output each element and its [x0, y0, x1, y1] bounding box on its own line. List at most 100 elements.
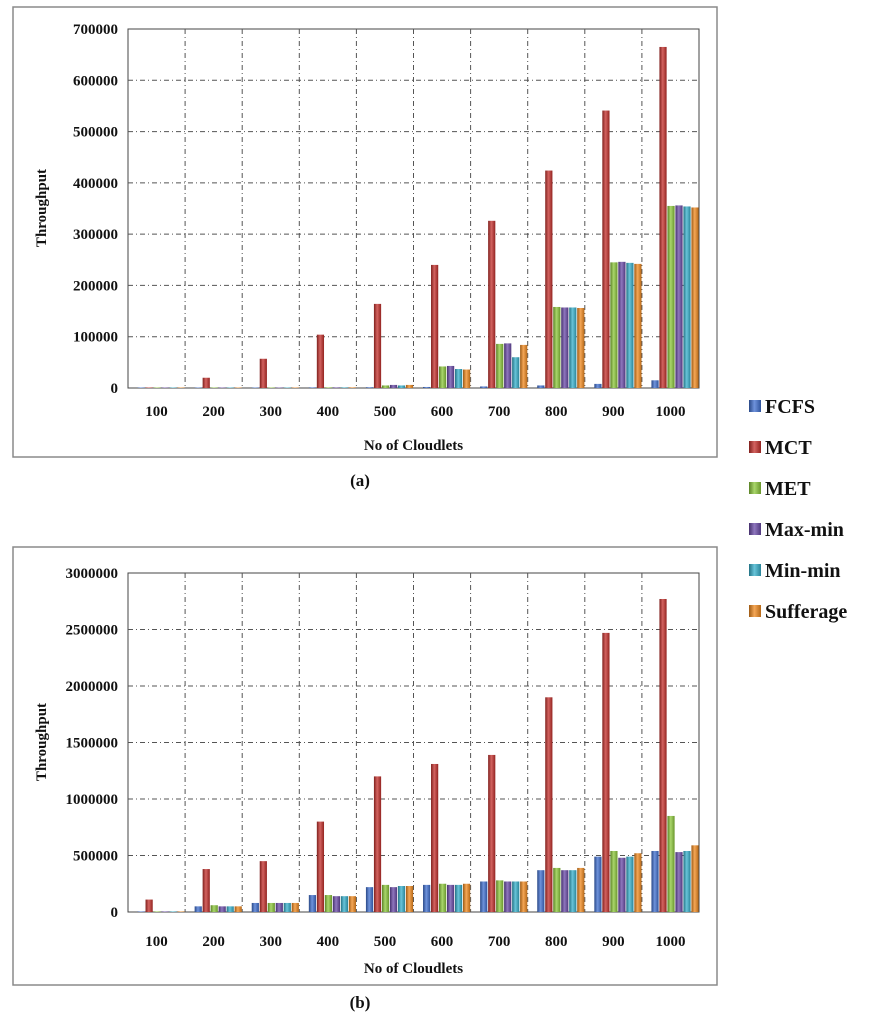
bar-max-min [618, 261, 626, 388]
bar-min-min [683, 206, 691, 388]
bar-mct [545, 697, 553, 912]
bar-sufferage [634, 263, 642, 388]
bar-sufferage [348, 387, 356, 388]
bar-max-min [332, 387, 341, 388]
bar-met [610, 850, 618, 912]
bar-fcfs [194, 906, 202, 912]
bar-min-min [283, 387, 291, 388]
y-tick-label: 2000000 [66, 679, 119, 695]
bar-max-min [447, 884, 455, 912]
bar-mct [602, 632, 610, 912]
x-tick-label: 300 [260, 404, 283, 420]
chart-a-throughput: 0 100000 200000 300000 400000 500000 600000 700… [12, 6, 718, 490]
bar-fcfs [137, 911, 145, 912]
bar-min-min [397, 886, 406, 912]
bar-fcfs [308, 895, 317, 912]
chart-b-throughput: 0 500000 1000000 1500000 2000000 2500000 30000… [12, 546, 718, 1012]
x-tick-label: 100 [145, 934, 168, 950]
bar-mct [488, 754, 496, 912]
bar-met [667, 205, 675, 388]
bar-fcfs [251, 387, 259, 388]
y-tick-label: 200000 [73, 278, 118, 294]
y-tick-label: 600000 [73, 73, 118, 89]
x-tick-label: 600 [431, 934, 454, 950]
y-axis-title: Throughput [34, 169, 50, 247]
bar-mct [431, 264, 439, 388]
bar-min-min [169, 387, 177, 388]
bar-met [610, 262, 618, 388]
bar-min-min [512, 881, 520, 912]
bar-mct [259, 358, 267, 388]
bar-fcfs [651, 380, 659, 388]
bar-met [153, 387, 161, 388]
bar-sufferage [577, 867, 585, 912]
bar-max-min [275, 387, 283, 388]
bar-met [439, 366, 447, 388]
x-tick-label: 1000 [655, 404, 685, 420]
bar-met [267, 387, 275, 388]
legend-swatch [749, 605, 761, 617]
legend-swatch [749, 564, 761, 576]
legend-swatch [749, 482, 761, 494]
bar-met [210, 905, 218, 912]
bar-met [267, 902, 275, 912]
bar-fcfs [537, 385, 545, 388]
bar-min-min [569, 870, 577, 912]
legend-label: FCFS [765, 396, 815, 418]
bar-met [324, 895, 333, 912]
bar-sufferage [177, 387, 185, 388]
bar-sufferage [520, 881, 528, 912]
bar-sufferage [463, 883, 471, 912]
bar-max-min [161, 387, 169, 388]
bar-met [324, 387, 333, 388]
bar-mct [259, 861, 267, 912]
y-tick-label: 500000 [73, 125, 118, 141]
x-tick-label: 400 [317, 934, 340, 950]
bar-sufferage [634, 853, 642, 912]
bar-sufferage [405, 384, 414, 388]
bar-met [381, 884, 390, 912]
y-tick-label: 300000 [73, 227, 118, 243]
bar-max-min [561, 307, 569, 388]
x-tick-label: 300 [260, 934, 283, 950]
bar-mct [545, 170, 553, 388]
bar-max-min [389, 887, 398, 912]
bar-sufferage [463, 369, 471, 388]
legend: FCFS MCT MET Max-min Min-min Sufferage [749, 396, 847, 623]
chart-frame [12, 6, 718, 458]
bar-met [667, 815, 675, 912]
bar-met [381, 385, 390, 388]
bar-mct [659, 46, 667, 388]
x-tick-label: 400 [317, 404, 340, 420]
bar-sufferage [691, 207, 699, 388]
bar-met [553, 867, 561, 912]
bar-fcfs [365, 887, 374, 912]
y-tick-label: 3000000 [66, 566, 119, 582]
x-tick-label: 800 [545, 404, 568, 420]
bar-mct [659, 598, 667, 912]
x-tick-label: 900 [602, 934, 625, 950]
bar-min-min [455, 369, 463, 388]
bar-max-min [447, 365, 455, 388]
bar-max-min [675, 205, 683, 388]
bar-min-min [169, 911, 177, 912]
bar-sufferage [234, 906, 242, 912]
bar-min-min [226, 906, 234, 912]
legend-swatch [749, 523, 761, 535]
bar-sufferage [234, 387, 242, 388]
bar-min-min [397, 385, 406, 388]
legend-swatch [749, 441, 761, 453]
bar-min-min [226, 387, 234, 388]
y-tick-label: 700000 [73, 22, 118, 38]
bar-min-min [512, 357, 520, 388]
legend-label: Max-min [765, 519, 844, 541]
bar-mct [602, 110, 610, 389]
y-tick-label: 400000 [73, 176, 118, 192]
bar-fcfs [423, 884, 431, 912]
x-tick-label: 500 [374, 934, 397, 950]
bar-mct [316, 821, 325, 912]
bar-max-min [504, 343, 512, 388]
bar-met [210, 387, 218, 388]
bar-max-min [218, 906, 226, 912]
